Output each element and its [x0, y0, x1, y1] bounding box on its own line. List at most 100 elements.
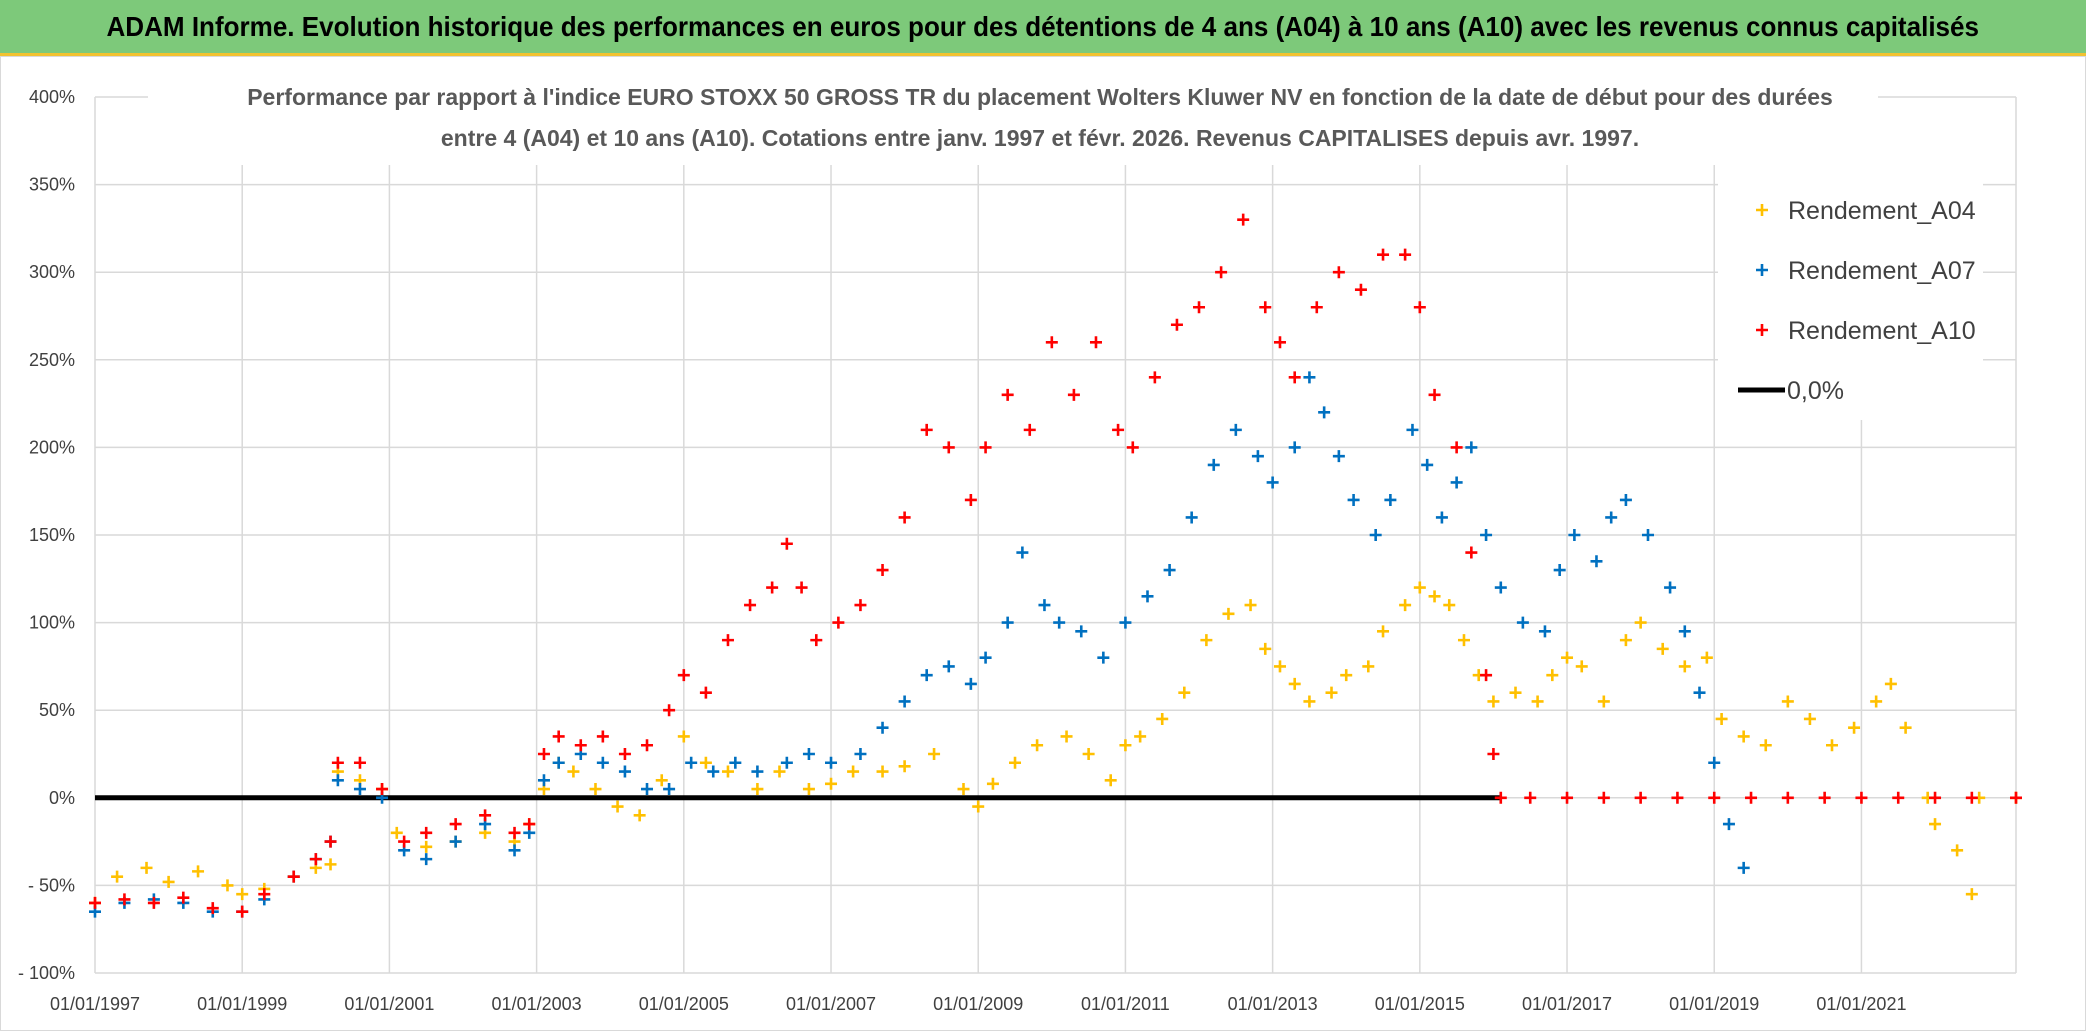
point-rendement-a10 [1259, 301, 1272, 314]
point-rendement-a04 [1678, 660, 1691, 673]
point-rendement-a04 [1965, 888, 1978, 901]
point-rendement-a10 [287, 870, 300, 883]
point-rendement-a04 [1656, 642, 1669, 655]
point-rendement-a10 [1745, 791, 1758, 804]
point-rendement-a04 [721, 765, 734, 778]
point-rendement-a10 [324, 835, 337, 848]
legend-label-rendement-a07: Rendement_A07 [1788, 257, 1976, 285]
point-rendement-a07 [1568, 529, 1581, 541]
point-rendement-a04 [1377, 625, 1390, 638]
point-rendement-a04 [1951, 844, 1964, 857]
point-rendement-a07 [1251, 450, 1264, 463]
point-rendement-a04 [1700, 651, 1713, 664]
point-rendement-a07 [854, 748, 867, 760]
point-rendement-a04 [1737, 730, 1750, 743]
y-tick-label: 150% [29, 525, 75, 545]
point-rendement-a04 [162, 875, 175, 888]
point-rendement-a10 [1561, 791, 1574, 804]
point-rendement-a10 [147, 896, 160, 909]
point-rendement-a04 [1200, 634, 1213, 647]
point-rendement-a10 [1487, 748, 1500, 760]
point-rendement-a10 [1089, 336, 1102, 349]
y-tick-label: 350% [29, 175, 75, 195]
point-rendement-a04 [1715, 712, 1728, 725]
point-rendement-a07 [1075, 625, 1088, 638]
point-rendement-a04 [1009, 756, 1022, 769]
point-rendement-a04 [1399, 599, 1412, 612]
point-rendement-a10 [1708, 791, 1721, 804]
point-rendement-a07 [825, 756, 838, 769]
point-rendement-a07 [1435, 511, 1448, 524]
point-rendement-a04 [111, 870, 124, 883]
point-rendement-a07 [1421, 458, 1434, 471]
point-rendement-a07 [353, 783, 366, 796]
point-rendement-a07 [964, 677, 977, 690]
point-rendement-a07 [1553, 564, 1566, 577]
point-rendement-a07 [1266, 476, 1279, 489]
point-rendement-a04 [1597, 695, 1610, 708]
point-rendement-a07 [1737, 861, 1750, 874]
point-rendement-a10 [1354, 283, 1367, 296]
point-rendement-a04 [986, 777, 999, 790]
point-rendement-a07 [663, 783, 676, 796]
point-rendement-a07 [420, 853, 433, 866]
x-axis-ticks: 01/01/1997 01/01/1999 01/01/2001 01/01/2003… [50, 994, 1907, 1014]
point-rendement-a10 [1965, 791, 1978, 804]
point-rendement-a04 [1428, 590, 1441, 603]
point-rendement-a10 [1597, 791, 1610, 804]
legend-marker-rendement-a04 [1756, 204, 1768, 216]
point-rendement-a07 [1369, 529, 1382, 541]
point-rendement-a10 [1671, 791, 1684, 804]
point-rendement-a10 [721, 634, 734, 647]
point-rendement-a07 [1097, 651, 1110, 664]
point-rendement-a04 [221, 879, 234, 892]
point-rendement-a07 [1053, 616, 1066, 629]
point-rendement-a10 [2010, 791, 2022, 804]
point-rendement-a04 [751, 783, 764, 796]
point-rendement-a07 [537, 774, 550, 787]
x-tick-label: 01/01/2009 [933, 994, 1023, 1014]
point-rendement-a10 [1428, 388, 1441, 401]
point-rendement-a04 [1803, 712, 1816, 725]
point-rendement-a10 [795, 581, 808, 594]
point-rendement-a04 [928, 748, 941, 760]
legend-label-rendement-a10: Rendement_A10 [1788, 317, 1976, 345]
point-rendement-a04 [1303, 695, 1316, 708]
point-rendement-a04 [1457, 634, 1470, 647]
point-rendement-a10 [1634, 791, 1647, 804]
point-rendement-a10 [810, 634, 823, 647]
point-rendement-a04 [1575, 660, 1588, 673]
point-rendement-a10 [1929, 791, 1942, 804]
point-rendement-a04 [802, 783, 815, 796]
point-rendement-a10 [1126, 441, 1139, 454]
point-rendement-a10 [964, 493, 977, 506]
x-tick-label: 01/01/2005 [639, 994, 729, 1014]
point-rendement-a10 [177, 891, 190, 904]
point-rendement-a07 [1347, 493, 1360, 506]
point-rendement-a04 [1134, 730, 1147, 743]
point-rendement-a04 [1929, 818, 1942, 831]
point-rendement-a10 [1215, 266, 1228, 279]
point-rendement-a04 [825, 777, 838, 790]
point-rendement-a07 [1494, 581, 1507, 594]
x-tick-label: 01/01/2011 [1081, 994, 1170, 1014]
legend: Rendement_A04 Rendement_A07 Rendement_A10 0… [1718, 158, 1983, 420]
point-rendement-a04 [655, 774, 668, 787]
point-rendement-a07 [898, 695, 911, 708]
point-rendement-a07 [1318, 406, 1331, 419]
banner-title: ADAM Informe. Evolution historique des p… [106, 10, 1980, 42]
point-rendement-a10 [780, 537, 793, 550]
x-tick-label: 01/01/2021 [1816, 994, 1906, 1014]
point-rendement-a07 [1332, 450, 1345, 463]
point-rendement-a10 [118, 893, 131, 906]
point-rendement-a07 [1119, 616, 1132, 629]
point-rendement-a04 [236, 888, 249, 901]
point-rendement-a04 [633, 809, 646, 822]
point-rendement-a10 [699, 686, 712, 699]
legend-box [1718, 158, 1983, 420]
series-rendement-a04 [89, 581, 2022, 909]
point-rendement-a04 [1178, 686, 1191, 699]
point-rendement-a07 [876, 721, 889, 734]
y-tick-label: 400% [29, 87, 75, 107]
point-rendement-a10 [1237, 213, 1250, 226]
